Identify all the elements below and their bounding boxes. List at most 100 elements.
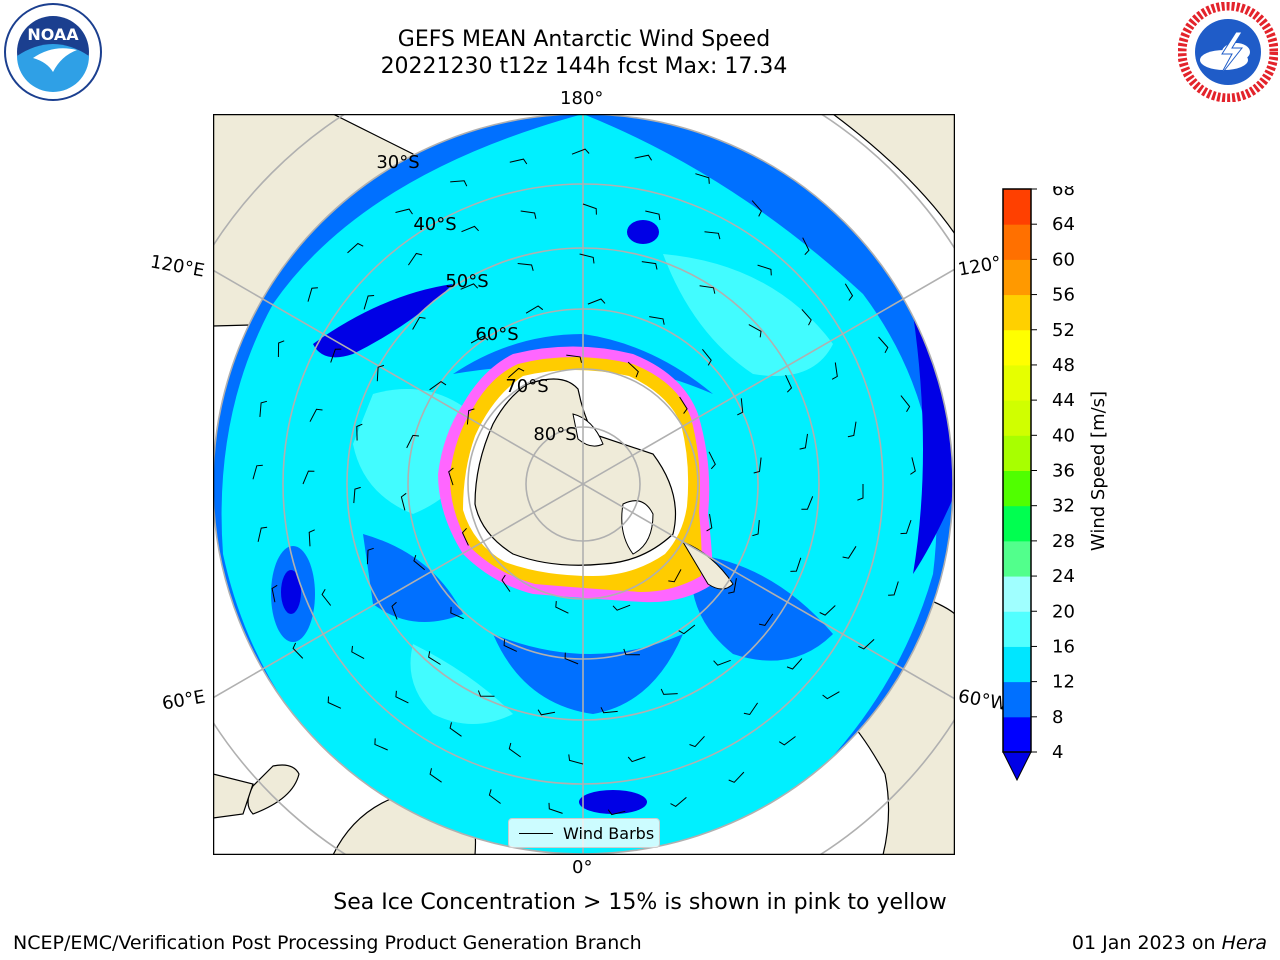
colorbar-bin — [1003, 716, 1031, 753]
wind-barb — [568, 754, 584, 765]
wind-barb — [330, 348, 342, 363]
wind-barb — [520, 210, 537, 219]
wind-barb — [450, 180, 468, 187]
wind-barb — [501, 574, 511, 592]
footer-credit: NCEP/EMC/Verification Post Processing Pr… — [13, 932, 642, 954]
wind-barb — [327, 696, 342, 709]
wind-barb — [778, 736, 796, 746]
wind-barb — [627, 361, 639, 378]
colorbar-tick-label: 56 — [1052, 285, 1075, 306]
colorbar-bin — [1003, 540, 1031, 577]
wind-barb — [376, 364, 385, 382]
wind-barb — [670, 797, 687, 808]
lat-label-60s: 60°S — [475, 324, 518, 345]
footer-date: 01 Jan 2023 on Hera — [1072, 932, 1267, 954]
lon-label-0: 0° — [572, 857, 593, 878]
wind-barb — [910, 457, 916, 475]
wind-barb — [252, 464, 263, 480]
wind-barb — [374, 738, 388, 751]
legend-label: Wind Barbs — [563, 823, 655, 843]
wind-barb — [728, 771, 745, 783]
wind-barb — [847, 421, 857, 438]
wind-barb — [888, 581, 899, 596]
lon-label-120w: 120° — [956, 252, 1003, 281]
wind-barb — [641, 261, 658, 270]
noaa-logo: NOAA — [4, 3, 102, 101]
lat-label-30s: 30°S — [376, 152, 419, 173]
colorbar-bin — [1003, 681, 1031, 718]
nws-logo — [1178, 2, 1278, 102]
colorbar-bin — [1003, 470, 1031, 507]
wind-barb — [477, 690, 495, 697]
wind-barb — [366, 547, 374, 565]
wind-barb — [308, 529, 315, 547]
wind-barb — [564, 652, 579, 665]
wind-barb — [607, 809, 626, 816]
wind-barb — [309, 408, 323, 422]
svg-text:NOAA: NOAA — [27, 25, 79, 44]
wind-barb — [799, 433, 808, 450]
wind-barb — [363, 295, 375, 310]
colorbar-tick-label: 48 — [1052, 355, 1075, 376]
wind-barb — [509, 158, 528, 165]
wind-barb — [566, 354, 582, 363]
wind-barb — [537, 709, 556, 716]
wind-barb — [757, 264, 772, 276]
wind-barb — [428, 651, 441, 665]
wind-barb — [801, 496, 814, 510]
colorbar-bin — [1003, 400, 1031, 436]
caption: Sea Ice Concentration > 15% is shown in … — [333, 890, 947, 915]
wind-barb — [292, 642, 304, 659]
wind-barb — [466, 408, 475, 425]
lon-label-60e: 60°E — [160, 686, 207, 715]
wind-barb — [517, 263, 534, 271]
footer-date-text: 01 Jan 2023 on — [1071, 932, 1222, 954]
wind-barb — [356, 423, 363, 441]
wind-barb — [785, 374, 793, 393]
colorbar-tick-label: 64 — [1052, 214, 1075, 235]
colorbar-bin — [1003, 646, 1031, 683]
wind-barb — [844, 283, 854, 301]
wind-barb — [395, 208, 413, 215]
map-title: GEFS MEAN Antarctic Wind Speed — [397, 27, 771, 52]
wind-barb — [347, 242, 364, 254]
wind-barb — [802, 237, 810, 256]
wind-barb — [645, 210, 661, 221]
wind-barb — [627, 756, 646, 763]
wind-barb — [737, 398, 744, 416]
wind-barb — [702, 348, 712, 366]
wind-barb — [508, 742, 521, 758]
wind-barb — [900, 395, 911, 413]
wind-barb — [728, 578, 737, 594]
wind-barb — [507, 367, 525, 378]
wind-barb — [695, 173, 710, 184]
wind-barb — [689, 735, 705, 748]
wind-barb — [321, 589, 332, 606]
wind-barb — [353, 486, 361, 504]
colorbar-bin — [1003, 576, 1031, 612]
wind-barb — [450, 606, 464, 620]
wind-barb — [801, 309, 812, 326]
wind-barb — [600, 707, 618, 714]
wind-barb — [786, 658, 803, 670]
wind-barb — [660, 688, 678, 695]
colorbar-bin — [1003, 505, 1031, 542]
colorbar-tick-label: 8 — [1052, 707, 1063, 728]
antarctica — [438, 346, 734, 603]
wind-barb — [413, 554, 426, 571]
wind-barb — [257, 526, 268, 542]
wind-barb — [412, 316, 426, 330]
wind-barb — [461, 225, 479, 233]
wind-barb — [634, 154, 653, 161]
colorbar-tick-label: 20 — [1052, 601, 1075, 622]
colorbar-tick-label: 52 — [1052, 320, 1075, 341]
colorbar-under-extension — [1002, 751, 1032, 782]
colorbar-tick-label: 16 — [1052, 636, 1075, 657]
colorbar-tick-label: 4 — [1052, 742, 1063, 763]
wind-barb — [819, 605, 836, 616]
wind-barb — [748, 324, 762, 338]
wind-barb — [548, 802, 563, 814]
wind-barb — [831, 362, 838, 380]
colorbar-tick-label: 28 — [1052, 531, 1075, 552]
lat-label-40s: 40°S — [413, 214, 456, 235]
